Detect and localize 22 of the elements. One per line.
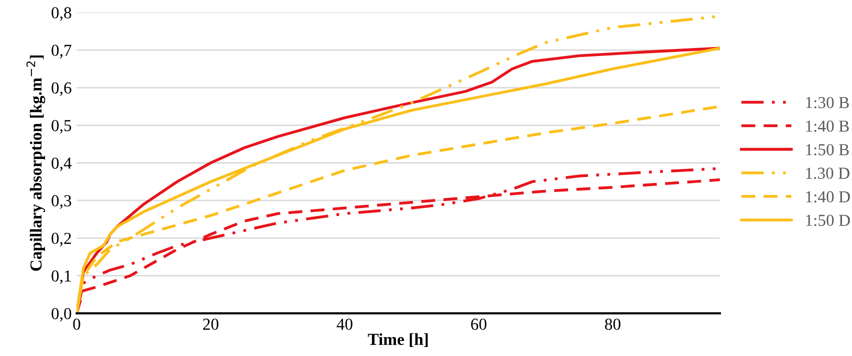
legend-label: 1:50 B	[806, 144, 849, 156]
legend-label: 1.30 D	[806, 168, 850, 179]
x-axis-title: Time [h]	[368, 333, 428, 348]
y-tick-label: 0,0	[52, 308, 72, 322]
y-tick-label: 0,2	[52, 232, 71, 246]
y-tick-label: 0,3	[52, 195, 72, 209]
y-tick-label: 0,6	[52, 82, 72, 96]
legend-label: 1:30 B	[806, 96, 849, 108]
x-tick-label: 60	[471, 318, 486, 330]
y-tick-label: 0,1	[52, 270, 71, 284]
y-axis-title: Capillary absorption [kg.m$^{−2}$]	[26, 55, 46, 271]
y-tick-label: 0,7	[52, 44, 72, 58]
x-tick-label: 80	[605, 318, 620, 330]
y-tick-label: 0,5	[52, 120, 72, 134]
legend-label: 1:50 D	[806, 214, 850, 226]
legend-label: 1:40 D	[806, 191, 850, 202]
x-tick-label: 40	[336, 318, 352, 330]
legend-label: 1:40 B	[806, 120, 849, 132]
y-tick-label: 0,4	[52, 158, 72, 172]
x-tick-label: 0	[73, 318, 80, 330]
y-tick-label: 0,8	[52, 7, 72, 21]
x-tick-label: 20	[203, 318, 218, 330]
